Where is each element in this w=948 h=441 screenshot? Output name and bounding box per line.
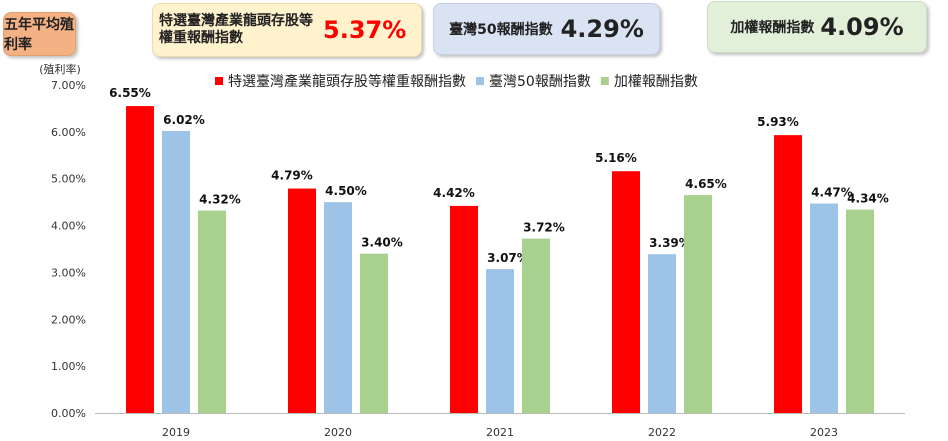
y-tick-label: 6.00% — [51, 126, 86, 139]
x-tick-label: 2023 — [810, 426, 838, 439]
data-label: 3.39% — [649, 236, 691, 250]
y-tick-label: 2.00% — [51, 313, 86, 326]
title-badge: 五年平均殖利率 — [3, 12, 76, 56]
bar — [198, 210, 226, 413]
bar — [162, 130, 190, 414]
data-label: 5.16% — [595, 151, 637, 165]
bar — [288, 188, 316, 413]
y-axis-label: (殖利率) — [39, 62, 81, 76]
bar — [774, 135, 802, 413]
y-tick-label: 7.00% — [51, 79, 86, 92]
bar — [522, 238, 550, 413]
legend-label: 加權報酬指數 — [614, 74, 698, 90]
card-value: 4.09% — [820, 13, 904, 41]
bar — [486, 269, 514, 413]
legend-swatch — [476, 77, 484, 85]
x-tick-label: 2020 — [324, 426, 352, 439]
x-tick-label: 2022 — [648, 426, 676, 439]
legend-label: 特選臺灣產業龍頭存股等權重報酬指數 — [228, 73, 466, 90]
bar — [612, 171, 640, 413]
data-label: 4.47% — [811, 186, 853, 200]
bar — [684, 195, 712, 413]
data-label: 6.55% — [109, 86, 151, 100]
data-label: 4.79% — [271, 169, 313, 183]
data-label: 6.02% — [163, 113, 205, 127]
y-tick-label: 4.00% — [51, 220, 86, 233]
legend-swatch — [600, 77, 609, 85]
legend-swatch — [215, 77, 223, 85]
bar — [324, 202, 352, 413]
data-label: 4.34% — [847, 192, 889, 206]
card-label: 加權報酬指數 — [730, 20, 815, 36]
card-label: 特選臺灣產業龍頭存股等權重報酬指數 — [159, 13, 313, 46]
summary-card-taiwan50: 臺灣50報酬指數 4.29% — [433, 3, 660, 55]
bar — [846, 209, 874, 413]
summary-card-taiex: 加權報酬指數 4.09% — [707, 1, 927, 53]
data-label: 3.40% — [361, 236, 403, 250]
bar — [648, 254, 676, 413]
summary-card-featured: 特選臺灣產業龍頭存股等權重報酬指數 5.37% — [152, 3, 422, 57]
data-label: 3.07% — [487, 251, 529, 265]
bar — [360, 253, 388, 413]
y-tick-label: 5.00% — [51, 173, 86, 186]
card-label: 臺灣50報酬指數 — [449, 22, 553, 38]
card-value: 4.29% — [560, 15, 644, 43]
chart-title: 五年平均殖利率 — [4, 17, 74, 53]
x-tick-label: 2021 — [486, 426, 514, 439]
card-value: 5.37% — [323, 16, 407, 44]
x-tick-label: 2019 — [162, 426, 190, 439]
y-tick-label: 3.00% — [51, 266, 86, 279]
bar — [810, 203, 838, 413]
data-label: 3.72% — [523, 221, 565, 235]
data-label: 5.93% — [757, 115, 799, 129]
y-tick-label: 1.00% — [51, 360, 86, 373]
bar — [450, 205, 478, 413]
legend-label: 臺灣50報酬指數 — [489, 74, 591, 90]
data-label: 4.32% — [199, 193, 241, 207]
data-label: 4.50% — [325, 184, 367, 198]
bar — [126, 106, 154, 413]
y-tick-label: 0.00% — [51, 407, 86, 420]
data-label: 4.65% — [685, 177, 727, 191]
data-label: 4.42% — [433, 186, 475, 200]
